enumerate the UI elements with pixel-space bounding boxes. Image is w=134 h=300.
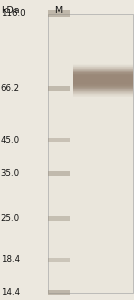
Bar	[73, 81, 133, 88]
Bar	[73, 74, 133, 81]
Bar	[73, 87, 133, 94]
Bar	[73, 73, 133, 80]
Text: 45.0: 45.0	[1, 136, 20, 145]
Bar	[73, 76, 133, 83]
Bar	[48, 258, 70, 262]
Text: 14.4: 14.4	[1, 288, 20, 297]
Bar	[73, 89, 133, 96]
Bar	[73, 70, 133, 77]
Bar	[73, 72, 133, 78]
Text: 18.4: 18.4	[1, 255, 20, 264]
Bar	[73, 78, 133, 84]
Bar	[48, 290, 70, 295]
Bar	[73, 83, 133, 90]
Bar	[48, 138, 70, 142]
Text: 25.0: 25.0	[1, 214, 20, 223]
Text: M: M	[54, 6, 62, 15]
Bar	[73, 67, 133, 73]
Bar	[73, 74, 133, 80]
Bar	[73, 75, 133, 82]
Bar	[73, 65, 133, 71]
Bar	[73, 88, 133, 94]
Bar	[73, 71, 133, 78]
Text: kDa: kDa	[1, 6, 19, 15]
Bar	[73, 88, 133, 95]
Bar	[73, 84, 133, 91]
Bar	[73, 69, 133, 75]
Bar	[73, 65, 133, 72]
Bar	[73, 82, 133, 88]
Bar	[73, 85, 133, 92]
Bar	[73, 67, 133, 74]
Bar	[73, 81, 133, 87]
Bar	[73, 77, 133, 84]
Bar	[48, 217, 70, 221]
Bar	[73, 79, 133, 86]
Bar	[73, 79, 133, 85]
Bar	[73, 86, 133, 93]
Bar	[73, 73, 133, 79]
Bar	[73, 76, 133, 82]
Bar	[73, 66, 133, 73]
Bar	[73, 83, 133, 89]
Bar	[48, 14, 133, 292]
Bar	[73, 68, 133, 74]
Text: 35.0: 35.0	[1, 169, 20, 178]
Bar	[73, 80, 133, 86]
Bar	[73, 64, 133, 71]
Bar	[48, 86, 70, 91]
Text: 66.2: 66.2	[1, 84, 20, 93]
Bar	[73, 91, 133, 97]
Bar	[48, 171, 70, 176]
Bar	[73, 70, 133, 76]
Bar	[73, 85, 133, 92]
Bar	[73, 90, 133, 97]
Text: 116.0: 116.0	[1, 9, 25, 18]
Bar	[73, 69, 133, 76]
Bar	[48, 10, 70, 17]
